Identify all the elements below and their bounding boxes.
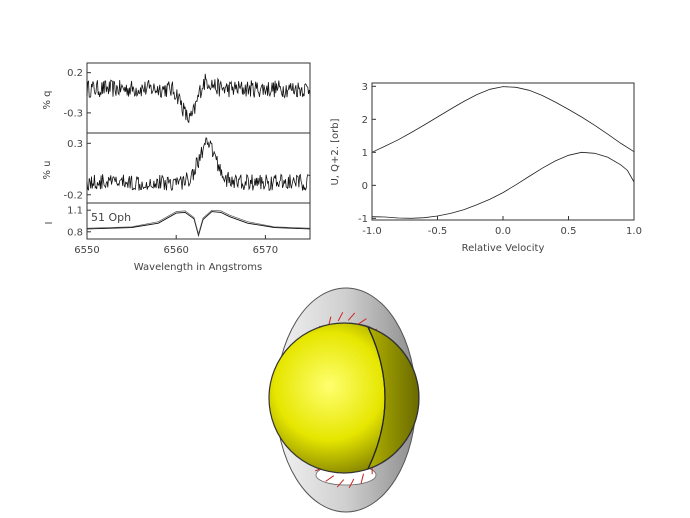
uq-ytick-label-3: 2 [362,115,368,126]
uq-xtick-label-2: 0.0 [495,226,511,237]
uq-ytick-label-4: 3 [362,82,368,93]
q-ylabel: % q [42,90,53,109]
i-ytick-label-0: 1.1 [67,206,83,217]
u-ytick-label-1: -0.2 [63,190,83,201]
intensity-line-1 [86,211,311,238]
panel-u-frame [86,132,311,204]
i-xtick-label-1: 6560 [163,245,188,256]
disk-field-tick [348,478,355,489]
panel-intensity: I 51 Oph 1.1 0.8 6550 6560 6570 Wavelength … [44,202,311,273]
disk-field-tick [347,312,356,321]
u-spectrum-line [86,137,311,192]
i-xtick-label-2: 6570 [253,245,278,256]
u-ytick-label-0: 0.3 [67,139,83,150]
uq-xtick-label-1: -0.5 [428,226,448,237]
i-yticks: 1.1 0.8 [67,206,91,238]
panel-uq: U, Q+2. [orb] Relative Velocity -1 0 1 2 3 -… [330,82,642,254]
u-ylabel: % u [42,160,53,179]
u-yticks: 0.3 -0.2 [63,139,91,201]
uq-curve-1 [371,86,635,153]
uq-ylabel: U, Q+2. [orb] [330,118,341,185]
star-disk-illustration [268,287,420,513]
disk-field-tick [325,475,335,482]
panel-q-frame [86,62,311,134]
i-ylabel: I [44,222,55,225]
star-terminator-line [367,326,386,470]
uq-xtick-label-3: 0.5 [561,226,577,237]
disk-field-tick [357,318,367,325]
i-xticks: 6550 6560 6570 [74,235,278,256]
uq-ytick-label-1: 0 [362,181,368,192]
i-ytick-label-1: 0.8 [67,227,83,238]
disk-field-tick [360,473,364,484]
uq-curve-2 [371,151,635,219]
star-name-annotation: 51 Oph [91,211,131,224]
uq-yticks: -1 0 1 2 3 [358,82,376,225]
uq-xlabel: Relative Velocity [462,243,545,254]
uq-ytick-label-0: -1 [358,214,368,225]
disk-field-tick [337,311,344,322]
q-spectrum-line [86,73,311,124]
uq-xticks: -1.0 -0.5 0.0 0.5 1.0 [362,216,642,237]
intensity-line-2 [86,209,311,236]
uq-xtick-label-4: 1.0 [626,226,642,237]
panel-u: % u 0.3 -0.2 [42,132,311,204]
panel-uq-frame [371,82,635,221]
i-xtick-label-0: 6550 [74,245,99,256]
q-ytick-label-0: 0.2 [67,68,83,79]
panel-i-frame [86,202,311,240]
uq-xtick-label-0: -1.0 [362,226,382,237]
disk-field-tick [336,479,345,488]
q-ytick-label-1: -0.3 [63,108,83,119]
q-yticks: 0.2 -0.3 [63,68,91,119]
panel-q: % q 0.2 -0.3 [42,62,311,134]
i-xlabel: Wavelength in Angstroms [134,262,262,273]
uq-ytick-label-2: 1 [362,148,368,159]
